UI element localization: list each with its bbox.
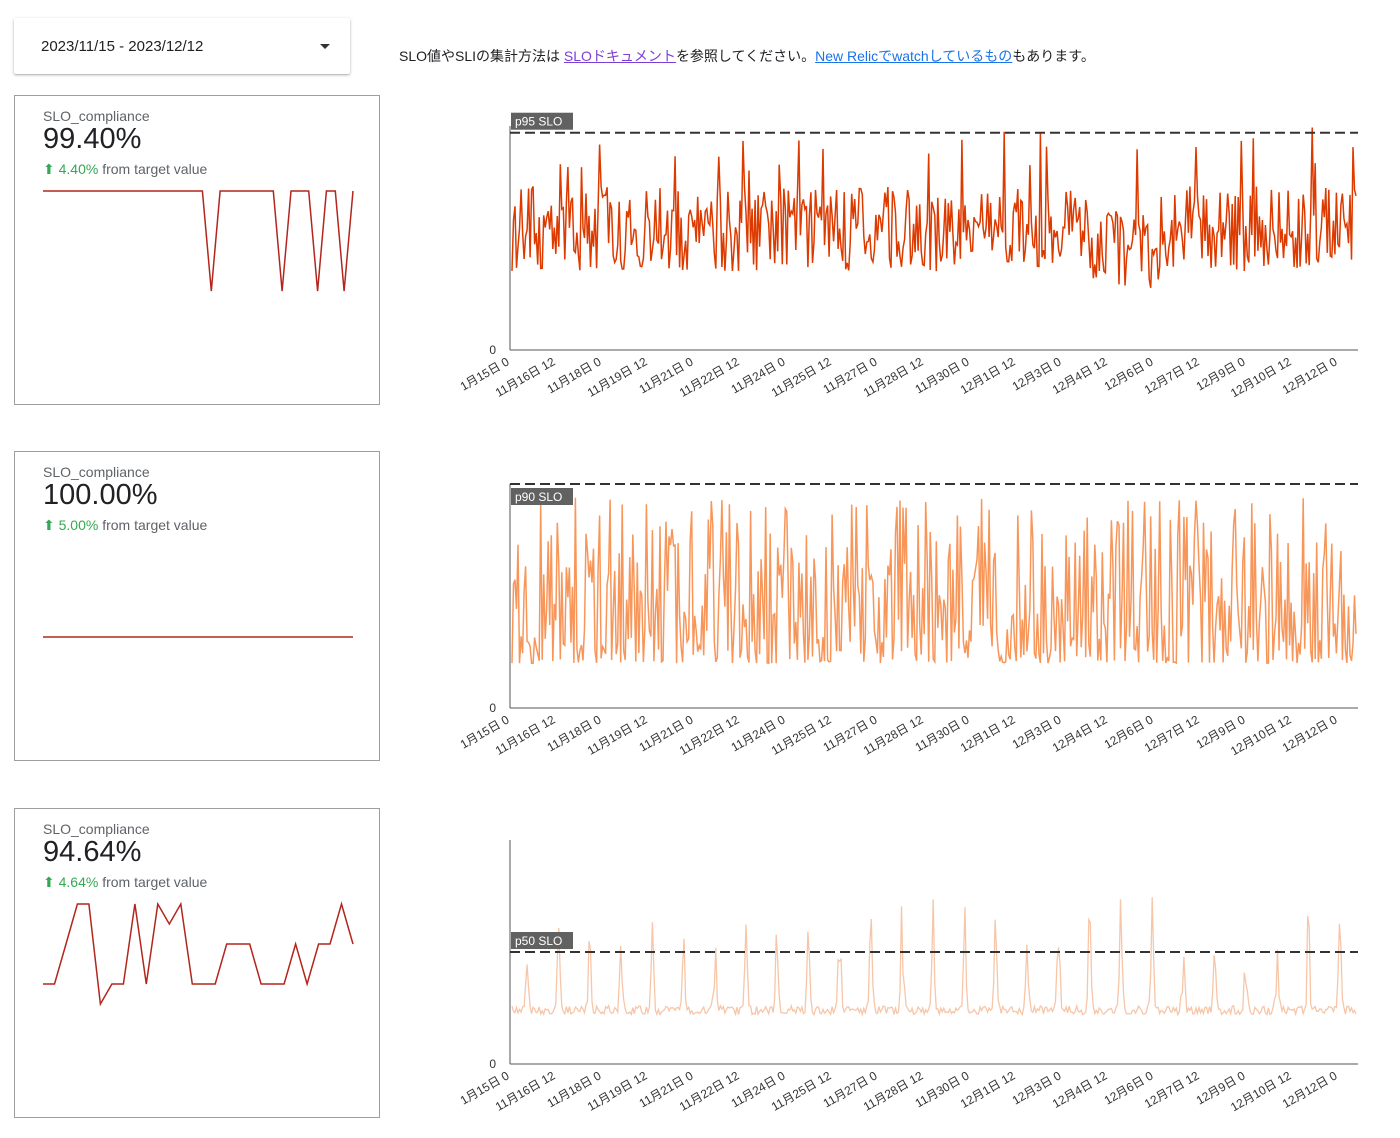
slo-document-link[interactable]: SLOドキュメント <box>563 48 676 64</box>
scorecard-label: SLO_compliance <box>43 464 150 480</box>
delta-text: from target value <box>98 517 208 533</box>
scorecard-delta: ⬆ 4.40% from target value <box>43 161 207 178</box>
scorecard-value: 94.64% <box>43 836 142 868</box>
new-relic-watch-link[interactable]: New Relicでwatchしているもの <box>815 48 1013 64</box>
delta-text: from target value <box>98 161 208 177</box>
notice-prefix: SLO値やSLIの集計方法は <box>399 48 564 64</box>
notice-suffix: もあります。 <box>1012 48 1095 64</box>
slo-notice: SLO値やSLIの集計方法は SLOドキュメントを参照してください。New Re… <box>399 46 1095 66</box>
arrow-up-icon: ⬆ <box>43 517 55 533</box>
delta-value: 4.40% <box>58 161 99 177</box>
y-zero-label: 0 <box>489 343 496 357</box>
y-zero-label: 0 <box>489 701 496 715</box>
delta-text: from target value <box>98 874 208 890</box>
series-line <box>511 897 1357 1018</box>
scorecard-p95: SLO_compliance 99.40% ⬆ 4.40% from targe… <box>14 95 380 405</box>
slo-tag-label: p90 SLO <box>515 490 562 504</box>
series-line <box>511 127 1357 289</box>
series-line <box>511 497 1357 665</box>
sparkline <box>43 901 354 1007</box>
scorecard-label: SLO_compliance <box>43 108 150 124</box>
date-range-label: 2023/11/15 - 2023/12/12 <box>41 37 204 55</box>
slo-tag-label: p95 SLO <box>515 115 562 129</box>
scorecard-p50: SLO_compliance 94.64% ⬆ 4.64% from targe… <box>14 808 380 1118</box>
sparkline <box>43 636 353 638</box>
sparkline-path <box>43 190 354 292</box>
arrow-up-icon: ⬆ <box>43 161 55 177</box>
y-zero-label: 0 <box>489 1057 496 1071</box>
date-range-picker[interactable]: 2023/11/15 - 2023/12/12 <box>14 18 350 74</box>
sparkline <box>43 190 354 292</box>
sparkline-path <box>43 901 354 1007</box>
scorecard-value: 99.40% <box>43 123 142 155</box>
chevron-down-icon[interactable] <box>320 43 330 49</box>
scorecard-delta: ⬆ 4.64% from target value <box>43 874 207 891</box>
scorecard-label: SLO_compliance <box>43 821 150 837</box>
scorecard-delta: ⬆ 5.00% from target value <box>43 517 207 534</box>
slo-tag <box>511 112 573 130</box>
scorecard-value: 100.00% <box>43 479 158 511</box>
slo-tag <box>511 932 573 949</box>
delta-value: 4.64% <box>58 874 99 890</box>
slo-tag <box>511 488 573 505</box>
arrow-up-icon: ⬆ <box>43 874 55 890</box>
scorecard-p90: SLO_compliance 100.00% ⬆ 5.00% from targ… <box>14 451 380 761</box>
slo-tag-label: p50 SLO <box>515 934 562 948</box>
notice-middle: を参照してください。 <box>675 48 816 64</box>
delta-value: 5.00% <box>58 517 99 533</box>
